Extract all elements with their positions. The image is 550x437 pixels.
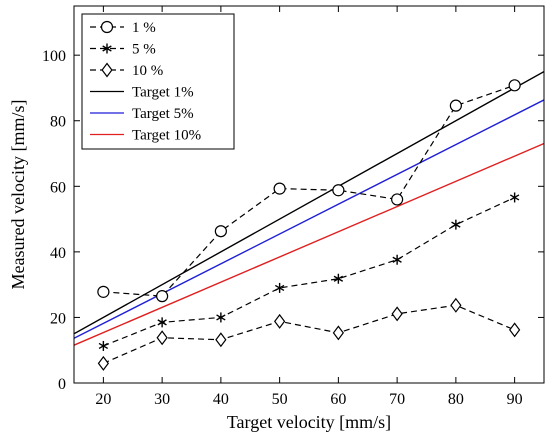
y-tick-label: 0 (58, 376, 66, 393)
series-1-point-5 (332, 184, 345, 197)
series-2-point-7 (451, 219, 461, 230)
series-3-point-8 (509, 322, 521, 338)
series-1-point-1 (97, 285, 110, 298)
target-line-1 (74, 70, 544, 335)
series-3-point-7 (450, 297, 462, 313)
axes: 20 30 40 50 60 70 80 90 0 20 40 60 80 100 (42, 5, 545, 408)
series-1-point-8 (508, 79, 521, 92)
y-tick-label: 80 (50, 114, 66, 131)
series-line-2 (103, 196, 515, 347)
legend: 1 % 5 % 10 % Target 1% Target 5% Target 10% (81, 13, 235, 150)
legend-marker (100, 20, 114, 34)
y-tick-label: 40 (50, 245, 66, 262)
series-line-1 (103, 84, 515, 297)
x-tick-label: 80 (448, 391, 464, 408)
series-2-point-7-stroke (451, 221, 461, 228)
series-3-point-1 (97, 355, 109, 371)
series-2-point-4-stroke (274, 284, 285, 292)
x-tick-label: 70 (389, 391, 405, 408)
plot-content (74, 70, 544, 346)
series-3-point-2 (156, 330, 168, 346)
legend-entry-1: 1 % (90, 20, 156, 36)
legend-entry-3: 10 % (90, 62, 163, 79)
series-2-point-4 (274, 282, 285, 293)
series-3-point-4 (274, 313, 286, 329)
series-2-point-2 (157, 317, 167, 328)
plot-area (74, 70, 544, 371)
legend-entry-6: Target 10% (90, 128, 201, 144)
legend-marker (101, 62, 113, 78)
legend-entry-4: Target 1% (90, 85, 194, 101)
series-1-point-3 (214, 225, 227, 238)
legend-box (81, 13, 235, 150)
series-2-point-8 (509, 192, 520, 203)
x-tick-label: 60 (330, 391, 346, 408)
series-1-point-7 (449, 99, 462, 112)
target-line-2 (74, 99, 544, 339)
legend-entry-5: Target 5% (90, 106, 194, 122)
series-1-point-2 (156, 290, 169, 303)
legend-marker (102, 43, 112, 54)
x-tick-label: 30 (154, 391, 170, 408)
series-2-point-1-stroke (98, 342, 109, 350)
legend-label: Target 1% (132, 85, 194, 101)
legend-label: 5 % (132, 42, 156, 58)
target-line-3 (74, 142, 544, 346)
series-3-point-3 (215, 332, 227, 348)
series-2-point-2-stroke (157, 319, 167, 326)
series-2-point-8-stroke (509, 194, 520, 201)
series-2-point-3-stroke (216, 314, 226, 321)
series-2-point-5 (333, 273, 344, 284)
y-tick-label: 100 (42, 48, 66, 65)
x-tick-label: 20 (95, 391, 111, 408)
series-2-point-3 (216, 312, 226, 323)
legend-label: Target 10% (132, 128, 201, 144)
x-axis-label: Target velocity [mm/s] (227, 412, 391, 432)
legend-entry-2: 5 % (90, 42, 156, 58)
legend-marker-stroke (102, 45, 112, 52)
x-tick-label: 50 (272, 391, 288, 408)
x-tick-label: 40 (213, 391, 229, 408)
legend-label: Target 5% (132, 106, 194, 122)
series-3-point-6 (391, 306, 403, 322)
legend-label: 10 % (132, 63, 163, 79)
series-1-point-6 (391, 193, 404, 206)
series-2-point-1 (98, 340, 109, 351)
x-tick-label: 90 (507, 391, 523, 408)
series-2-point-6 (392, 254, 402, 265)
series-line-3 (103, 304, 515, 364)
series-2-point-6-stroke (392, 256, 402, 263)
y-tick-label: 20 (50, 310, 66, 327)
axes-frame (73, 5, 545, 384)
series-3-point-5 (332, 325, 344, 341)
legend-label: 1 % (132, 20, 156, 36)
series-2-point-5-stroke (333, 275, 344, 282)
y-tick-label: 60 (50, 179, 66, 196)
y-axis-label: Measured velocity [mm/s] (8, 100, 28, 290)
series-1-point-4 (273, 182, 286, 195)
